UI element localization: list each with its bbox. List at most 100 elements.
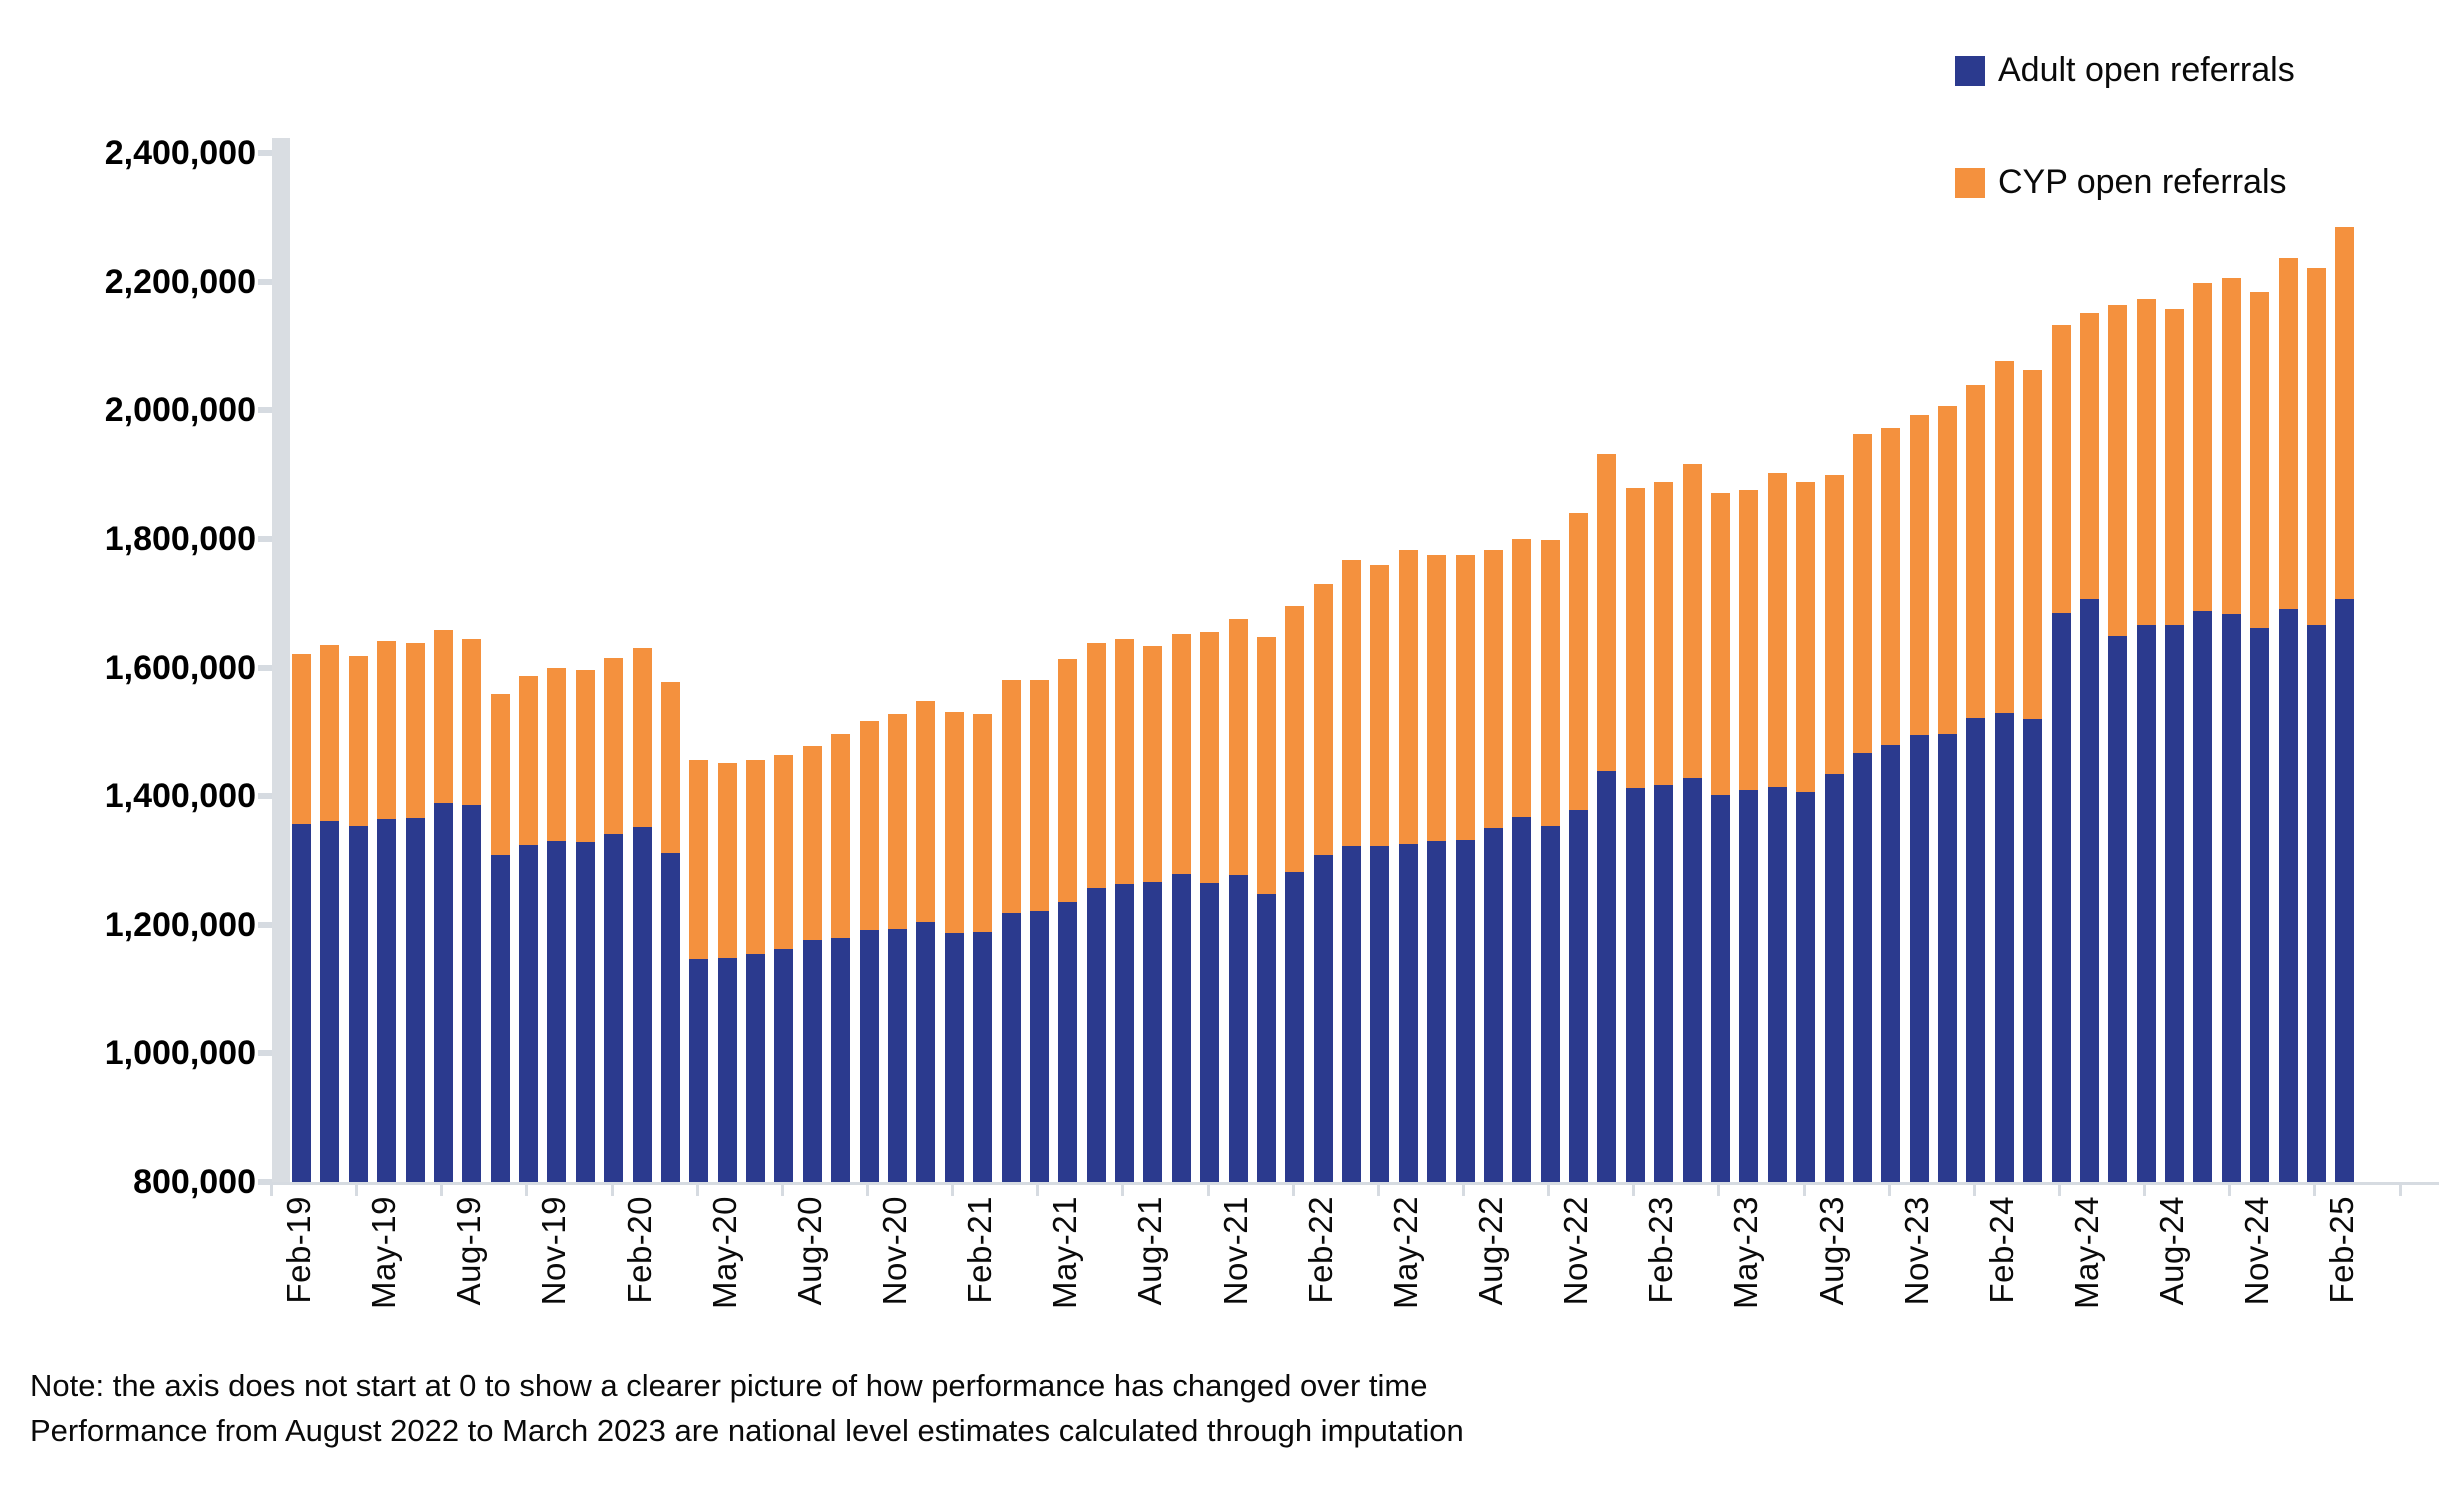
stacked-bar xyxy=(746,760,765,1182)
bar-segment-adult xyxy=(320,821,339,1182)
x-axis-label: Feb-23 xyxy=(1642,1196,1679,1304)
y-axis-tick xyxy=(258,665,272,671)
stacked-bar xyxy=(1257,636,1276,1182)
x-axis-label: May-20 xyxy=(706,1196,743,1310)
x-axis-label: Aug-19 xyxy=(450,1196,487,1306)
stacked-bar xyxy=(1711,493,1730,1182)
x-axis-tick xyxy=(440,1182,443,1196)
bar-segment-cyp xyxy=(1427,555,1446,842)
bar-segment-cyp xyxy=(320,645,339,822)
x-axis-label: Aug-23 xyxy=(1813,1196,1850,1306)
x-axis-line xyxy=(272,1182,2439,1185)
x-axis-label: Aug-22 xyxy=(1472,1196,1509,1306)
bar-segment-adult xyxy=(1853,753,1872,1182)
bar-segment-adult xyxy=(1200,882,1219,1182)
legend-label-adult: Adult open referrals xyxy=(1998,51,2295,89)
stacked-bar xyxy=(689,760,708,1182)
y-axis-tick xyxy=(258,922,272,928)
bar-segment-cyp xyxy=(377,641,396,820)
adult-swatch-icon xyxy=(1955,55,1985,86)
bar-segment-adult xyxy=(2023,718,2042,1182)
stacked-bar xyxy=(1910,414,1929,1182)
stacked-bar xyxy=(2193,283,2212,1182)
bar-segment-cyp xyxy=(1512,539,1531,817)
x-axis-tick xyxy=(2313,1182,2316,1196)
x-axis-tick xyxy=(1803,1182,1806,1196)
bar-segment-adult xyxy=(1314,854,1333,1182)
y-axis-tick xyxy=(258,536,272,542)
x-axis-label: Nov-19 xyxy=(535,1196,572,1306)
stacked-bar xyxy=(661,681,680,1182)
stacked-bar xyxy=(2279,258,2298,1182)
stacked-bar xyxy=(2250,292,2269,1182)
y-axis-label: 2,200,000 xyxy=(104,263,256,301)
bar-segment-cyp xyxy=(2165,309,2184,626)
bar-segment-adult xyxy=(1938,733,1957,1182)
stacked-bar xyxy=(576,670,595,1182)
bar-segment-adult xyxy=(434,803,453,1182)
bar-segment-cyp xyxy=(1342,560,1361,846)
bar-segment-adult xyxy=(1683,778,1702,1182)
stacked-bar xyxy=(519,676,538,1182)
stacked-bar xyxy=(434,630,453,1182)
bar-segment-cyp xyxy=(2279,258,2298,610)
stacked-bar xyxy=(1739,490,1758,1182)
y-axis-label: 1,200,000 xyxy=(104,906,256,944)
x-axis-tick xyxy=(2228,1182,2231,1196)
bar-segment-adult xyxy=(1370,845,1389,1182)
stacked-bar xyxy=(1938,405,1957,1182)
bar-segment-adult xyxy=(377,819,396,1182)
y-axis-label: 2,400,000 xyxy=(104,134,256,172)
stacked-bar xyxy=(888,713,907,1182)
bar-segment-adult xyxy=(661,852,680,1182)
bar-segment-adult xyxy=(803,940,822,1182)
x-axis-label: Aug-21 xyxy=(1131,1196,1168,1306)
y-axis-label: 1,400,000 xyxy=(104,777,256,815)
x-axis-label: Feb-25 xyxy=(2323,1196,2360,1304)
x-axis-label: Aug-20 xyxy=(791,1196,828,1306)
bar-segment-cyp xyxy=(462,639,481,806)
stacked-bar xyxy=(1087,643,1106,1182)
bar-segment-adult xyxy=(1030,911,1049,1182)
bar-segment-cyp xyxy=(945,712,964,934)
y-axis-tick xyxy=(258,1179,272,1185)
stacked-bar xyxy=(1541,540,1560,1182)
bar-segment-adult xyxy=(1654,784,1673,1182)
bar-segment-adult xyxy=(1427,841,1446,1182)
stacked-bar xyxy=(1427,555,1446,1182)
bar-segment-cyp xyxy=(2222,277,2241,615)
y-axis-tick xyxy=(258,407,272,413)
stacked-bar xyxy=(491,694,510,1182)
stacked-bar xyxy=(2222,277,2241,1182)
bar-segment-cyp xyxy=(1910,414,1929,736)
bar-segment-cyp xyxy=(689,760,708,959)
stacked-bar xyxy=(1370,564,1389,1182)
y-axis-label: 1,000,000 xyxy=(104,1034,256,1072)
bar-segment-adult xyxy=(774,949,793,1182)
bar-segment-cyp xyxy=(1172,633,1191,874)
bar-segment-adult xyxy=(2222,614,2241,1182)
bar-segment-adult xyxy=(2108,635,2127,1182)
bar-segment-cyp xyxy=(1200,632,1219,883)
bar-segment-adult xyxy=(1172,874,1191,1182)
bar-segment-cyp xyxy=(1966,384,1985,719)
bar-segment-cyp xyxy=(2335,227,2354,599)
x-axis-label: Aug-24 xyxy=(2153,1196,2190,1306)
bar-segment-adult xyxy=(2052,612,2071,1182)
stacked-bar xyxy=(1115,638,1134,1182)
x-axis-label: Nov-23 xyxy=(1898,1196,1935,1306)
bar-segment-adult xyxy=(1995,713,2014,1182)
bar-segment-adult xyxy=(1597,771,1616,1182)
bar-segment-cyp xyxy=(633,647,652,828)
bar-segment-adult xyxy=(1058,902,1077,1182)
stacked-bar xyxy=(377,641,396,1182)
legend-label-cyp: CYP open referrals xyxy=(1998,163,2287,201)
x-axis-label: Feb-20 xyxy=(621,1196,658,1304)
bar-segment-cyp xyxy=(434,630,453,804)
stacked-bar xyxy=(2052,324,2071,1182)
bar-segment-adult xyxy=(1399,843,1418,1182)
bar-segment-adult xyxy=(547,841,566,1182)
bar-segment-adult xyxy=(2279,609,2298,1182)
stacked-bar xyxy=(1768,472,1787,1182)
